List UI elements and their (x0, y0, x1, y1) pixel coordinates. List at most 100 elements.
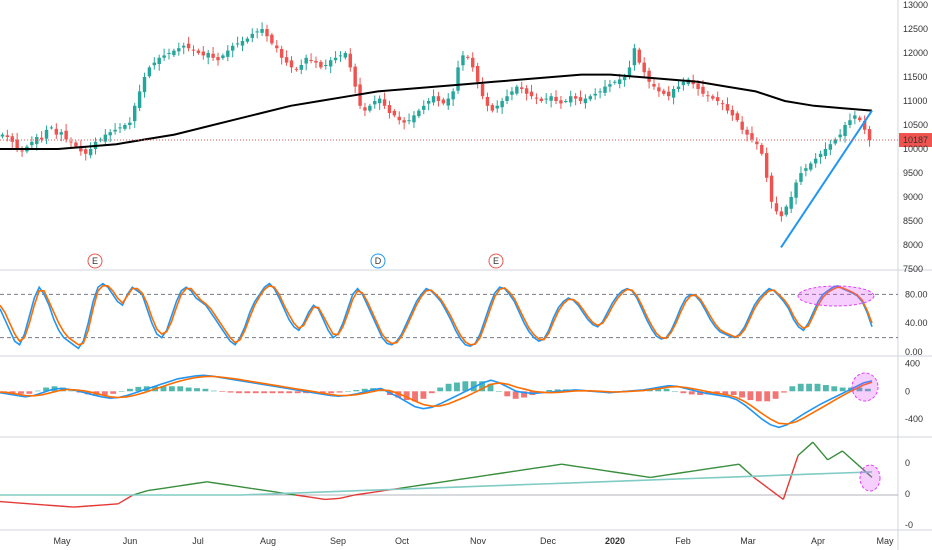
candle-body[interactable] (284, 57, 289, 63)
candle-body[interactable] (529, 91, 534, 97)
candle-body[interactable] (676, 86, 681, 89)
candle-body[interactable] (588, 96, 593, 100)
candle-body[interactable] (147, 67, 152, 77)
candle-body[interactable] (510, 91, 514, 95)
candle-body[interactable] (348, 53, 352, 68)
candle-body[interactable] (30, 141, 34, 146)
candle-body[interactable] (74, 142, 78, 147)
candle-body[interactable] (495, 105, 499, 109)
candle-body[interactable] (368, 105, 372, 111)
candle-body[interactable] (79, 145, 83, 152)
candle-body[interactable] (769, 175, 774, 202)
candle-body[interactable] (813, 158, 818, 164)
candle-body[interactable] (858, 117, 862, 121)
candle-body[interactable] (622, 77, 627, 81)
candle-body[interactable] (838, 134, 842, 138)
candle-body[interactable] (314, 60, 318, 63)
candle-body[interactable] (69, 141, 73, 143)
candle-body[interactable] (490, 105, 495, 111)
candle-body[interactable] (338, 55, 343, 57)
candle-body[interactable] (823, 149, 828, 156)
candle-body[interactable] (353, 66, 357, 87)
candle-body[interactable] (328, 60, 333, 67)
trendline[interactable] (780, 110, 873, 248)
candle-body[interactable] (201, 51, 206, 56)
oscillator-panel[interactable] (0, 441, 898, 508)
candle-body[interactable] (431, 96, 436, 103)
candle-body[interactable] (324, 65, 328, 66)
candle-body[interactable] (784, 206, 788, 215)
candle-body[interactable] (10, 136, 14, 142)
candle-body[interactable] (20, 150, 24, 152)
candle-body[interactable] (98, 139, 103, 141)
candle-body[interactable] (735, 113, 739, 121)
candle-body[interactable] (828, 144, 833, 150)
candle-body[interactable] (5, 135, 10, 137)
candle-body[interactable] (554, 96, 558, 101)
candle-body[interactable] (730, 109, 735, 116)
candle-body[interactable] (569, 96, 573, 103)
candle-body[interactable] (573, 96, 578, 99)
candle-body[interactable] (598, 91, 602, 93)
candle-body[interactable] (745, 129, 749, 135)
candle-body[interactable] (593, 93, 597, 96)
event-marker-circle[interactable] (370, 253, 386, 269)
candle-body[interactable] (818, 153, 823, 158)
candle-body[interactable] (475, 65, 480, 82)
candle-body[interactable] (255, 31, 259, 33)
candle-body[interactable] (387, 105, 392, 113)
candle-body[interactable] (701, 86, 705, 94)
candle-body[interactable] (128, 122, 132, 125)
candle-body[interactable] (794, 182, 798, 198)
candle-body[interactable] (49, 127, 54, 129)
candle-body[interactable] (152, 62, 157, 66)
candle-body[interactable] (103, 134, 108, 142)
earnings-marker[interactable]: E (87, 253, 103, 269)
candle-body[interactable] (446, 98, 450, 106)
candle-body[interactable] (142, 77, 147, 93)
stoch-highlight-ellipse[interactable] (797, 285, 875, 307)
candle-body[interactable] (319, 61, 323, 68)
event-marker-circle[interactable] (488, 253, 504, 269)
candle-body[interactable] (54, 128, 59, 135)
candle-body[interactable] (436, 96, 441, 101)
candle-body[interactable] (206, 53, 210, 58)
candle-body[interactable] (235, 43, 240, 45)
candle-body[interactable] (417, 110, 421, 117)
candle-body[interactable] (373, 101, 377, 105)
candle-body[interactable] (617, 79, 622, 84)
candle-body[interactable] (377, 98, 382, 104)
candle-body[interactable] (64, 130, 68, 140)
candle-body[interactable] (333, 57, 338, 61)
candle-body[interactable] (799, 173, 803, 182)
candle-body[interactable] (451, 91, 455, 100)
candle-body[interactable] (485, 96, 490, 106)
candle-body[interactable] (642, 62, 646, 73)
candle-body[interactable] (480, 83, 485, 97)
candle-body[interactable] (279, 48, 284, 58)
candle-body[interactable] (172, 50, 176, 56)
candle-body[interactable] (750, 133, 754, 140)
earnings-marker[interactable]: E (488, 253, 504, 269)
candle-body[interactable] (39, 137, 44, 140)
candle-body[interactable] (715, 97, 720, 101)
candle-body[interactable] (632, 48, 637, 66)
candle-body[interactable] (392, 110, 397, 116)
candle-body[interactable] (583, 98, 588, 104)
candle-body[interactable] (549, 96, 553, 101)
candle-body[interactable] (564, 101, 568, 102)
candle-body[interactable] (289, 60, 294, 68)
candle-body[interactable] (559, 100, 563, 104)
macd-panel[interactable] (0, 372, 879, 429)
candle-body[interactable] (230, 45, 235, 51)
candle-body[interactable] (84, 149, 88, 154)
candle-body[interactable] (196, 50, 201, 53)
candle-body[interactable] (809, 163, 813, 170)
candle-body[interactable] (696, 83, 700, 89)
candle-body[interactable] (862, 120, 867, 130)
candle-body[interactable] (671, 89, 676, 98)
candle-body[interactable] (647, 70, 651, 82)
candle-body[interactable] (867, 129, 872, 141)
candle-body[interactable] (181, 45, 186, 48)
candle-body[interactable] (363, 107, 367, 111)
